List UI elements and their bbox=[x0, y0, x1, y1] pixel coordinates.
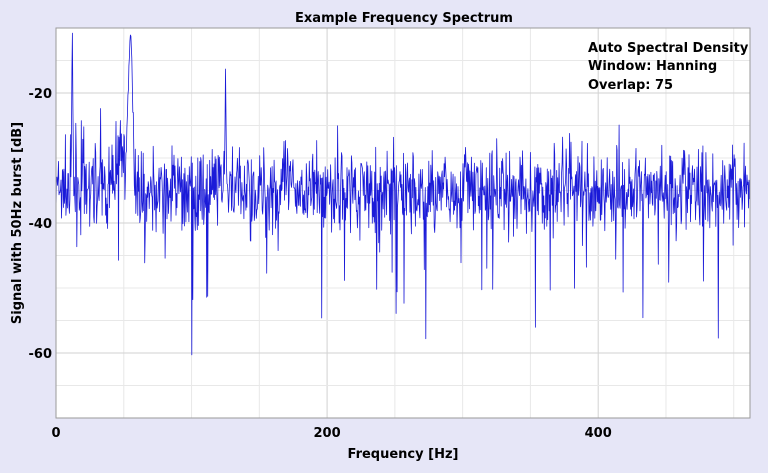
chart-annotations: Auto Spectral Density Window: Hanning Ov… bbox=[588, 41, 749, 93]
spectrum-series bbox=[55, 32, 751, 356]
grid-lines bbox=[56, 28, 750, 418]
y-tick-label: -20 bbox=[29, 87, 53, 102]
y-tick-label: -40 bbox=[29, 217, 53, 232]
x-axis-label: Frequency [Hz] bbox=[348, 447, 459, 462]
annotation-overlap: Overlap: 75 bbox=[588, 78, 673, 93]
spectrum-line bbox=[55, 32, 751, 356]
x-tick-label: 0 bbox=[51, 426, 60, 441]
annotation-spectral-density: Auto Spectral Density bbox=[588, 41, 749, 56]
x-tick-label: 400 bbox=[585, 426, 612, 441]
y-axis-label: Signal with 50Hz burst [dB] bbox=[10, 122, 25, 324]
y-tick-labels: -20 -40 -60 bbox=[29, 87, 53, 362]
x-tick-label: 200 bbox=[314, 426, 341, 441]
x-tick-labels: 0 200 400 bbox=[51, 426, 611, 441]
chart-title: Example Frequency Spectrum bbox=[295, 11, 513, 26]
y-tick-label: -60 bbox=[29, 347, 53, 362]
plot-border bbox=[55, 27, 751, 419]
annotation-window: Window: Hanning bbox=[588, 59, 717, 74]
